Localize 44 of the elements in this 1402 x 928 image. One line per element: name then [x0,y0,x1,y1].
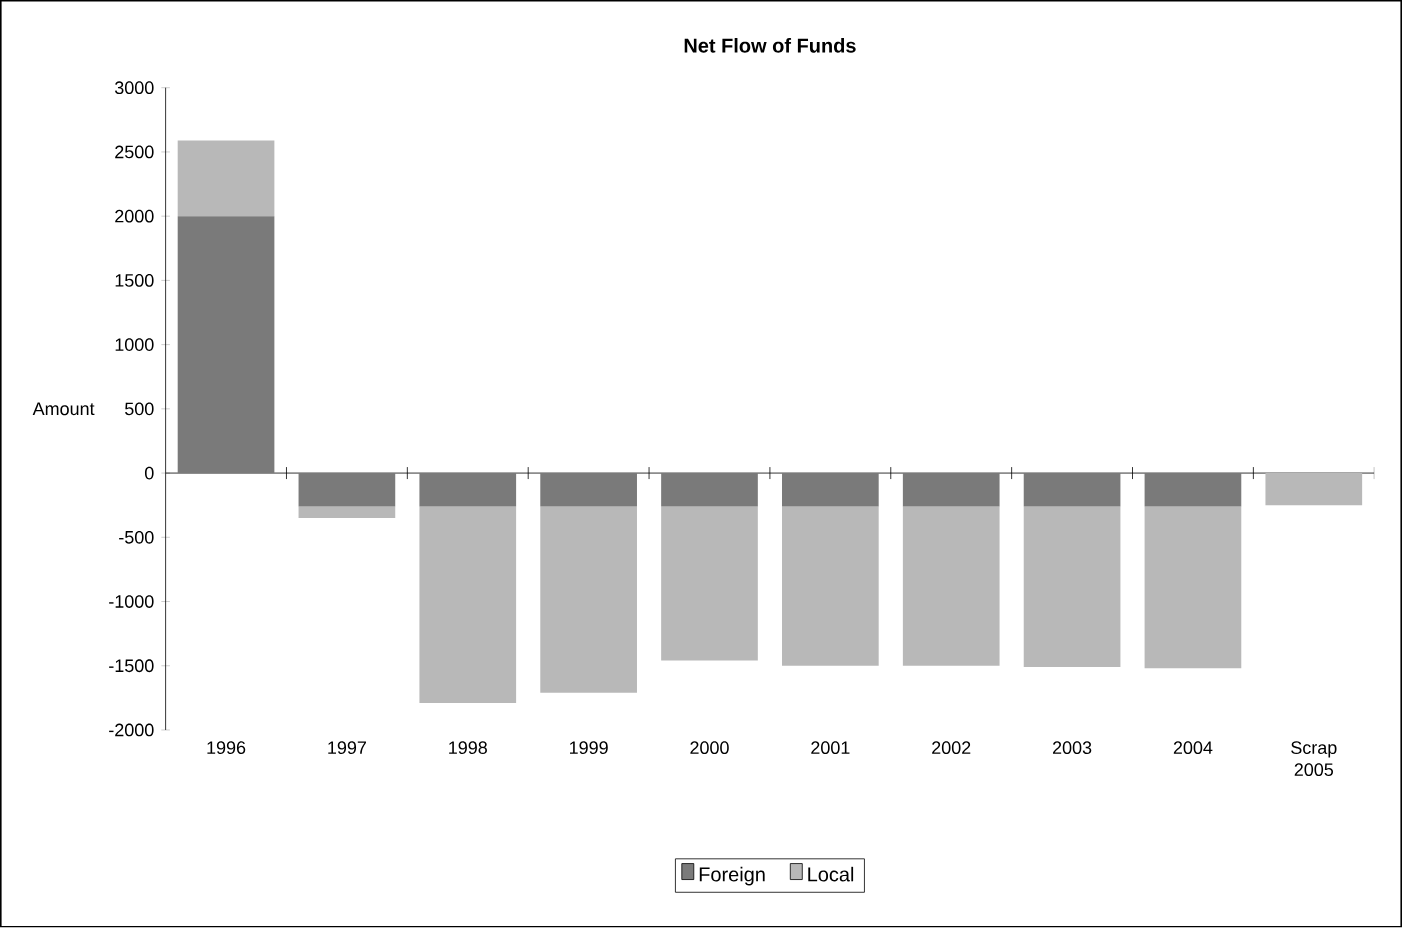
bar [1144,473,1242,507]
x-tick-label: 2003 [1052,741,1092,755]
x-tick-label: 1996 [207,741,246,755]
bar [1144,506,1242,669]
bar [540,473,637,507]
y-tick-label: -1000 [109,595,154,609]
y-tick-label: 1500 [115,274,154,287]
bar [298,506,396,519]
x-tick-label: 1997 [328,741,366,755]
bar [298,473,396,507]
x-tick-label: 2002 [932,741,971,755]
x-tick-label: 2004 [1173,741,1213,755]
bar [177,216,275,474]
bar [177,140,275,217]
bar [419,506,517,704]
bar [1265,473,1363,506]
y-axis-title: Amount [32,402,95,416]
bar [902,473,1000,507]
y-tick-label: 2000 [115,210,154,223]
x-tick-label: 1998 [449,741,487,755]
y-tick-label: -1500 [109,659,154,673]
legend-label: Foreign [699,867,765,886]
chart-title: Net Flow of Funds [684,38,856,53]
y-tick-label: -500 [119,531,154,544]
x-tick-label: 1999 [570,741,608,755]
y-tick-label: 0 [144,466,154,480]
y-tick-label: 3000 [114,81,154,95]
x-tick-label: 2000 [690,741,729,755]
bar [902,506,1000,666]
x-tick-label: 2001 [811,741,850,755]
y-tick-label: -2000 [109,723,154,737]
bar [782,473,879,507]
bar [661,473,758,507]
bar [661,506,758,661]
bar [419,473,517,507]
y-tick-label: 1000 [115,338,154,352]
bar [1023,473,1121,507]
bar [540,506,637,693]
y-tick-label: 2500 [115,145,154,159]
legend-label: Local [808,867,854,882]
y-tick-label: 500 [125,402,154,416]
x-tick-label: Scrap 2005 [1291,741,1337,777]
bar [1023,506,1121,668]
bar [782,506,879,666]
